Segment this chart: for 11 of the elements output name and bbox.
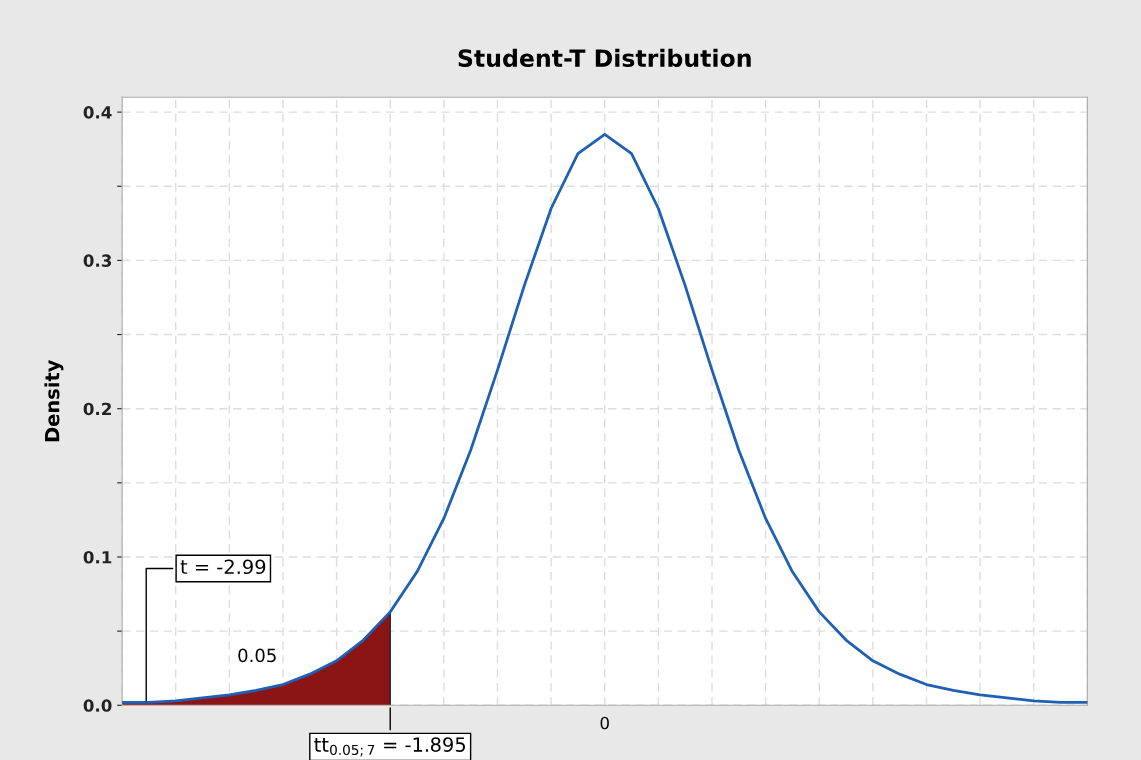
y-tick-label: 0.2 [83, 402, 111, 416]
text: tt$_{0.05;7}$ = -1.895 [314, 737, 465, 757]
chart-title: Student-T Distribution [458, 48, 751, 68]
y-tick-label: 0.0 [83, 699, 112, 712]
annotation: 0.05 [238, 648, 276, 663]
x-tick-label: 0 [600, 716, 609, 730]
y-tick-label: 0.1 [83, 550, 112, 564]
y-tick-label: 0.3 [83, 254, 112, 267]
y-tick-label: 0.4 [83, 106, 112, 119]
y-axis-title: Density [44, 359, 64, 442]
annotation: t = -2.99 [180, 559, 266, 575]
